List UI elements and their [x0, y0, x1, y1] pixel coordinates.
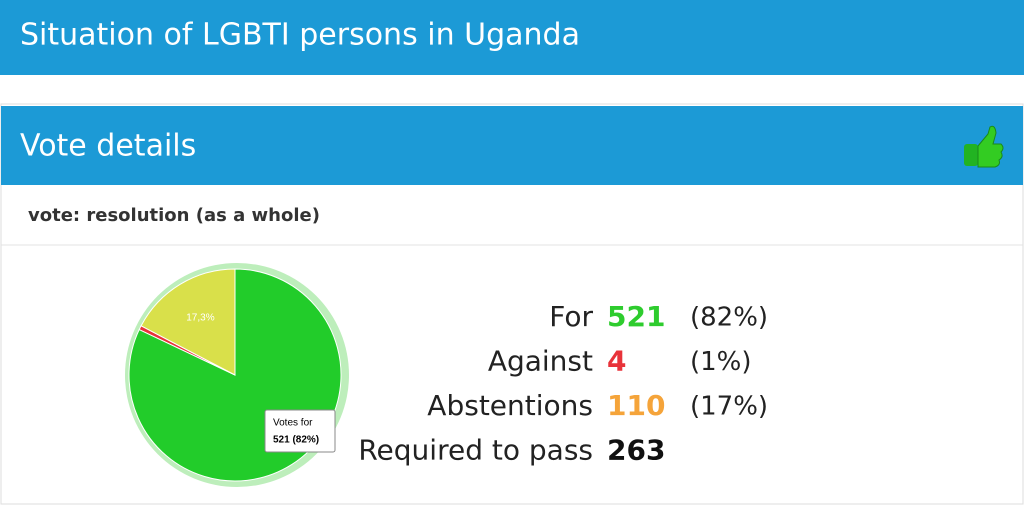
pie-slice: [140, 268, 236, 376]
row-percent: (1%): [690, 347, 752, 377]
row-label: Required to pass: [358, 434, 593, 467]
vote-table: For 521 (82%) Against 4 (1%) Abstentions 110 (17…: [358, 300, 768, 467]
tooltip-title: Votes for: [273, 418, 313, 429]
panel-header: [1, 106, 1023, 185]
row-count: 4: [607, 345, 626, 378]
row-count: 110: [607, 389, 665, 422]
row-count: 521: [607, 300, 665, 333]
row-label: Against: [488, 345, 593, 378]
panel-title: Vote details: [20, 129, 196, 164]
row-count: 263: [607, 434, 665, 467]
thumbs-up-icon: [964, 125, 1004, 168]
row-label: For: [549, 300, 593, 333]
tooltip: Votes for 521 (82%): [264, 409, 336, 453]
page-title: Situation of LGBTI persons in Uganda: [20, 18, 580, 53]
top-bar: [0, 0, 1024, 75]
vote-subtitle: vote: resolution (as a whole): [28, 205, 320, 226]
slice-label: 17,3%: [186, 313, 214, 324]
row-percent: (17%): [690, 392, 768, 422]
tooltip-text: 521 (82%): [273, 435, 319, 446]
row-label: Abstentions: [427, 389, 593, 422]
row-percent: (82%): [690, 303, 768, 333]
